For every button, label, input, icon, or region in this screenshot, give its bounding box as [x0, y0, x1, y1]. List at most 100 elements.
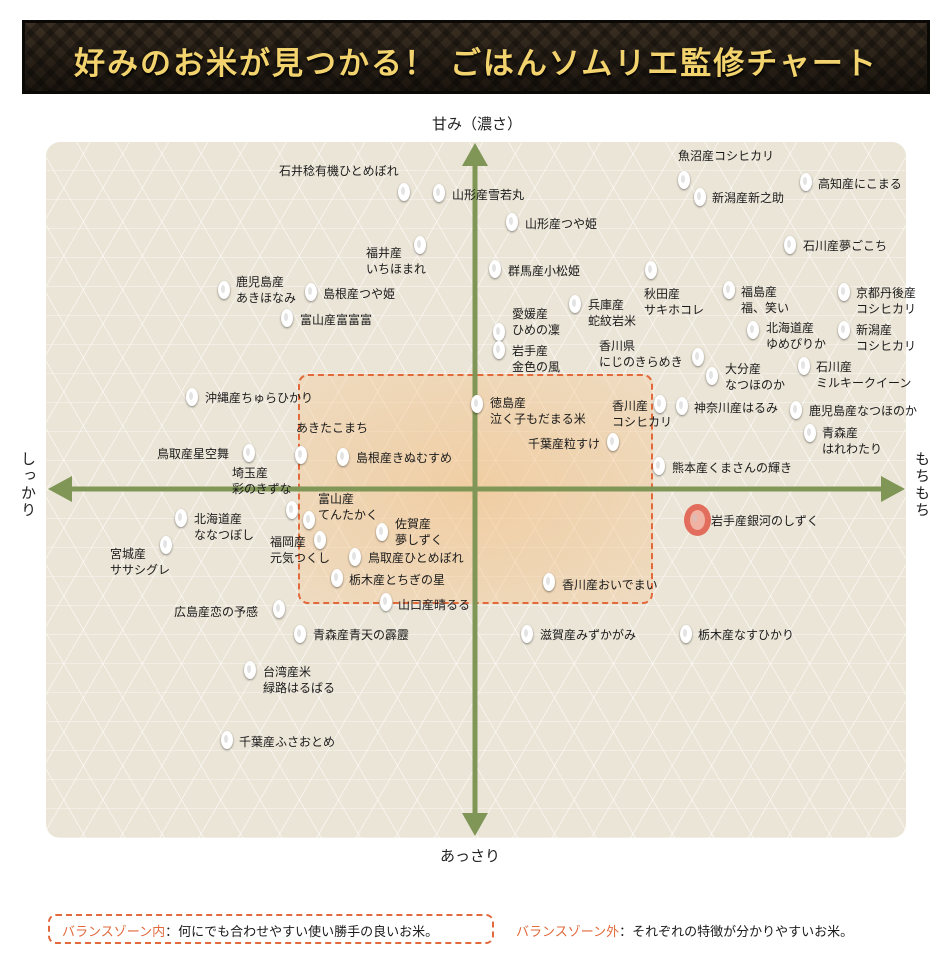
rice-grain-icon [521, 625, 533, 643]
rice-label: 鳥取産星空舞 [157, 447, 230, 461]
rice-label: 島根産つや姫 [323, 287, 396, 301]
arrow-right-icon [881, 476, 905, 502]
rice-label: 広島産恋の予感 [174, 605, 259, 619]
rice-label: 鳥取産ひとめぼれ [368, 551, 464, 565]
rice-grain-icon [186, 388, 198, 406]
rice-grain-icon [380, 593, 392, 611]
rice-label: 富山産富富富 [300, 313, 373, 327]
rice-label: 青森産青天の霹靂 [313, 628, 410, 642]
legend-inside-key: バランスゾーン内 [62, 925, 166, 940]
rice-label: 京都丹後産 コシヒカリ [856, 286, 917, 316]
rice-grain-icon [295, 446, 307, 464]
rice-label: 徳島産 泣く子もだまる米 [490, 396, 586, 426]
axis-label-top: 甘み（濃さ） [432, 115, 523, 133]
rice-label: 福岡産 元気つくし [270, 535, 331, 565]
arrow-up-icon [462, 143, 488, 166]
rice-grain-icon [790, 401, 802, 419]
rice-grain-icon [286, 501, 298, 519]
rice-label: 鹿児島産 あきほなみ [236, 275, 297, 305]
axis-label-bottom: あっさり [440, 847, 501, 865]
rice-label: 台湾産米 緑路はるばる [263, 665, 336, 695]
rice-label: 大分産 なつほのか [725, 362, 786, 392]
legend-outside-text: ：それぞれの特徴が分かりやすいお米。 [619, 925, 854, 940]
rice-grain-icon [398, 183, 410, 201]
rice-label: 宮城産 ササシグレ [110, 547, 171, 577]
rice-grain-icon [680, 625, 692, 643]
rice-grain-icon [689, 510, 705, 530]
title-banner: 好みのお米が見つかる！ ごはんソムリエ監修チャート [22, 20, 930, 94]
rice-label: 滋賀産みずかがみ [540, 628, 637, 642]
rice-label: 福島産 福、笑い [741, 285, 790, 315]
rice-grain-icon [331, 569, 343, 587]
rice-grain-icon [349, 548, 361, 566]
rice-label: 埼玉産 彩のきずな [232, 466, 292, 496]
rice-grain-icon [706, 367, 718, 385]
rice-label: 秋田産 サキホコレ [644, 287, 705, 317]
rice-grain-icon [506, 213, 518, 231]
rice-grain-icon [800, 173, 812, 191]
rice-label: 香川県 にじのきらめき [599, 339, 683, 369]
rice-grain-icon [747, 321, 759, 339]
arrow-left-icon [48, 476, 72, 502]
rice-label: 山口産晴るる [398, 598, 471, 612]
rice-grain-icon [723, 281, 735, 299]
rice-grain-icon [175, 509, 187, 527]
rice-label: あきたこまち [296, 421, 369, 435]
rice-grain-icon [281, 309, 293, 327]
rice-grain-icon [273, 600, 285, 618]
rice-label: 新潟産 コシヒカリ [856, 323, 917, 353]
rice-grain-icon [653, 457, 665, 475]
rice-grain-icon [414, 236, 426, 254]
rice-grain-icon [305, 283, 317, 301]
rice-grain-icon [676, 397, 688, 415]
axis-label-right: もちもち [913, 451, 931, 519]
axis-label-left: しっかり [19, 451, 37, 519]
rice-grain-icon [471, 395, 483, 413]
rice-grain-icon [838, 321, 850, 339]
rice-label: 石川産 ミルキークイーン [816, 360, 912, 390]
rice-grain-icon [314, 531, 326, 549]
legend-outside-zone: バランスゾーン外：それぞれの特徴が分かりやすいお米。 [516, 921, 853, 940]
rice-label: 島根産きぬむすめ [356, 451, 453, 465]
rice-grain-icon [244, 661, 256, 679]
rice-grain-icon [838, 283, 850, 301]
rice-grain-icon [243, 444, 255, 462]
rice-label: 鹿児島産なつほのか [809, 404, 918, 418]
rice-grain-icon [798, 357, 810, 375]
rice-label: 沖縄産ちゅらひかり [205, 391, 314, 405]
rice-grain-icon [493, 323, 505, 341]
rice-label: 北海道産 ゆめぴりか [766, 321, 827, 351]
rice-label: 兵庫産 蛇紋岩米 [588, 298, 637, 328]
rice-grain-icon [654, 395, 666, 413]
rice-label: 山形産雪若丸 [452, 188, 525, 202]
rice-label: 福井産 いちほまれ [366, 246, 427, 276]
rice-grain-icon [607, 433, 619, 451]
rice-grain-icon [678, 171, 690, 189]
rice-label: 栃木産とちぎの星 [349, 573, 446, 587]
rice-grain-icon [543, 573, 555, 591]
rice-label: 群馬産小松姫 [508, 264, 581, 278]
rice-grain-icon [218, 281, 230, 299]
rice-label: 高知産にこまる [818, 177, 902, 191]
rice-grain-icon [489, 260, 501, 278]
rice-grain-icon [645, 261, 657, 279]
rice-grain-icon [694, 188, 706, 206]
rice-label: 香川産おいでまい [562, 578, 658, 592]
rice-label: 千葉産粒すけ [528, 437, 601, 451]
legend-outside-key: バランスゾーン外 [516, 925, 620, 940]
rice-label: 香川産 コシヒカリ [612, 399, 673, 429]
rice-grain-icon [376, 523, 388, 541]
rice-grain-icon [493, 341, 505, 359]
rice-grain-icon [160, 536, 172, 554]
rice-grain-icon [804, 424, 816, 442]
rice-label: 石川産夢ごこち [803, 239, 888, 253]
rice-grain-icon [221, 731, 233, 749]
rice-label: 新潟産新之助 [712, 191, 785, 205]
arrow-down-icon [462, 813, 488, 836]
rice-label: 北海道産 ななつぼし [194, 512, 255, 542]
rice-label: 石井稔有機ひとめぼれ [279, 164, 399, 178]
rice-label: 魚沼産コシヒカリ [678, 149, 775, 163]
page-title: 好みのお米が見つかる！ ごはんソムリエ監修チャート [74, 46, 878, 82]
rice-label: 熊本産くまさんの輝き [672, 461, 793, 475]
rice-label: 栃木産なすひかり [698, 628, 795, 642]
